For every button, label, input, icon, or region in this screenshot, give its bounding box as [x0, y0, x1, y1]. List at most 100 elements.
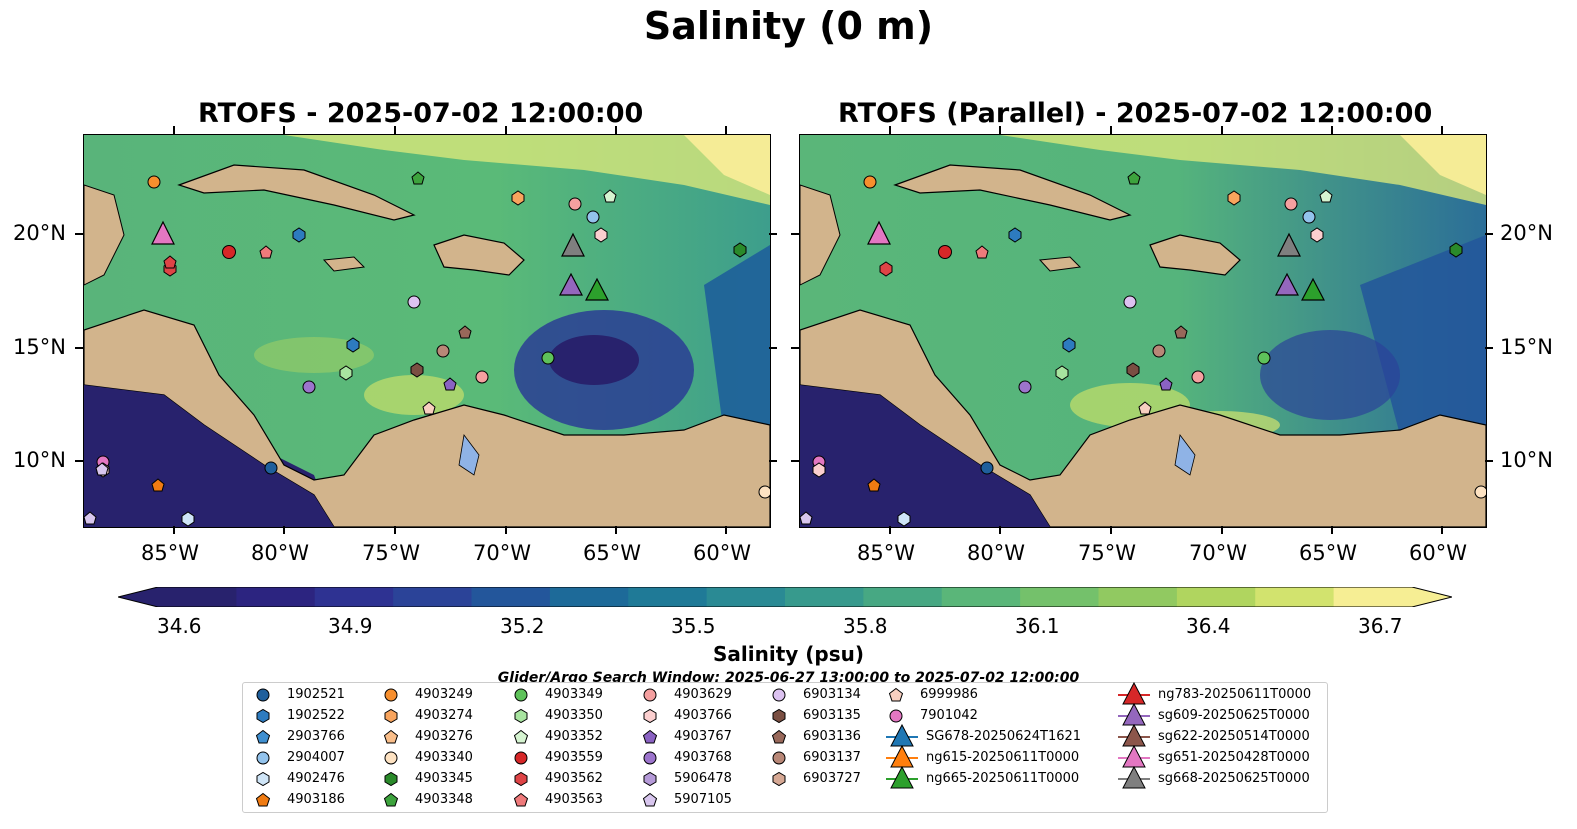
- legend-label: 4903274: [415, 708, 473, 723]
- legend-label: 6903136: [803, 729, 861, 744]
- lat-tick-label: 15°N: [1500, 335, 1553, 359]
- hexagon-marker-icon: [643, 771, 657, 787]
- lon-tick-label: 75°W: [362, 541, 420, 565]
- circle-marker-icon: [772, 751, 786, 765]
- circle-marker-icon: [256, 688, 270, 702]
- hexagon-marker-icon: [514, 771, 528, 787]
- legend-label: 6903727: [803, 771, 861, 786]
- legend-label: 4903276: [415, 729, 473, 744]
- legend-label: 4903249: [415, 687, 473, 702]
- pentagon-marker-icon: [888, 687, 904, 702]
- colorbar-tick-label: 34.9: [328, 614, 373, 638]
- legend-label: 6903134: [803, 687, 861, 702]
- lat-tick-label: 10°N: [1500, 448, 1553, 472]
- right-salinity-map: [799, 134, 1487, 528]
- colorbar-segment: [1020, 587, 1099, 607]
- pentagon-marker-icon: [771, 729, 787, 744]
- lat-tick-label: 10°N: [13, 448, 66, 472]
- lon-tick-label: 70°W: [473, 541, 531, 565]
- circle-marker-icon: [514, 751, 528, 765]
- lon-tick-label: 60°W: [1409, 541, 1467, 565]
- colorbar-extend-high: [1412, 587, 1452, 607]
- right-map-graphic: [800, 135, 1486, 527]
- lon-tick-label: 85°W: [857, 541, 915, 565]
- legend-label: 4903349: [545, 687, 603, 702]
- legend-label: 1902521: [287, 687, 345, 702]
- colorbar-segment: [158, 587, 237, 607]
- pentagon-marker-icon: [642, 729, 658, 744]
- colorbar-segment: [1098, 587, 1178, 607]
- colorbar-tick-label: 35.5: [671, 614, 716, 638]
- pentagon-marker-icon: [642, 792, 658, 807]
- colorbar-segment: [549, 587, 629, 607]
- legend-label: 2904007: [287, 750, 345, 765]
- legend-label: 4903348: [415, 792, 473, 807]
- legend-label: 4903563: [545, 792, 603, 807]
- left-map-graphic: [84, 135, 770, 527]
- left-salinity-map: [83, 134, 771, 528]
- legend-label: 4903767: [674, 729, 732, 744]
- legend-label: 2903766: [287, 729, 345, 744]
- legend-label: 4903350: [545, 708, 603, 723]
- colorbar-tick-label: 36.4: [1186, 614, 1231, 638]
- colorbar-segment: [314, 587, 394, 607]
- legend-label: 4903352: [545, 729, 603, 744]
- triangle-marker-icon: [886, 765, 918, 789]
- circle-marker-icon: [384, 751, 398, 765]
- legend-label: 4903629: [674, 687, 732, 702]
- legend-label: SG678-20250624T1621: [926, 729, 1082, 744]
- right-panel-title: RTOFS (Parallel) - 2025-07-02 12:00:00: [838, 98, 1433, 129]
- colorbar-tick-label: 36.7: [1358, 614, 1403, 638]
- pentagon-marker-icon: [513, 792, 529, 807]
- hexagon-marker-icon: [256, 771, 270, 787]
- lon-tick-label: 70°W: [1189, 541, 1247, 565]
- legend-label: sg651-20250428T0000: [1158, 750, 1310, 765]
- lat-tick-label: 15°N: [13, 335, 66, 359]
- colorbar-segment: [1333, 587, 1413, 607]
- legend-label: 4903562: [545, 771, 603, 786]
- circle-marker-icon: [514, 688, 528, 702]
- legend-label: 4903345: [415, 771, 473, 786]
- legend-label: 5907105: [674, 792, 732, 807]
- hexagon-marker-icon: [514, 708, 528, 724]
- colorbar-segment: [706, 587, 786, 607]
- legend-label: sg668-20250625T0000: [1158, 771, 1310, 786]
- legend-label: sg622-20250514T0000: [1158, 729, 1310, 744]
- legend-label: 4903186: [287, 792, 345, 807]
- colorbar-segment: [471, 587, 551, 607]
- colorbar-tick-label: 34.6: [157, 614, 202, 638]
- triangle-marker-icon: [1118, 765, 1150, 789]
- legend-label: 7901042: [920, 708, 978, 723]
- legend-label: 4903768: [674, 750, 732, 765]
- lon-tick-label: 75°W: [1078, 541, 1136, 565]
- legend-label: ng783-20250611T0000: [1158, 687, 1312, 702]
- salinity-colorbar: [118, 587, 1452, 607]
- hexagon-marker-icon: [384, 771, 398, 787]
- legend-label: 6903137: [803, 750, 861, 765]
- circle-marker-icon: [643, 751, 657, 765]
- colorbar-segment: [941, 587, 1021, 607]
- colorbar-segment: [1176, 587, 1256, 607]
- lon-tick-label: 60°W: [693, 541, 751, 565]
- colorbar-tick-label: 35.2: [500, 614, 545, 638]
- legend-label: 6999986: [920, 687, 978, 702]
- lat-tick-label: 20°N: [13, 221, 66, 245]
- lat-tick-label: 20°N: [1500, 221, 1553, 245]
- colorbar-segment: [1255, 587, 1335, 607]
- lon-tick-label: 80°W: [967, 541, 1025, 565]
- lon-tick-label: 65°W: [583, 541, 641, 565]
- legend-label: 4903340: [415, 750, 473, 765]
- legend-label: 4903766: [674, 708, 732, 723]
- circle-marker-icon: [384, 688, 398, 702]
- legend-label: 1902522: [287, 708, 345, 723]
- legend-label: ng615-20250611T0000: [926, 750, 1080, 765]
- hexagon-marker-icon: [643, 708, 657, 724]
- colorbar-segment: [393, 587, 472, 607]
- figure-title: Salinity (0 m): [643, 4, 934, 48]
- circle-marker-icon: [889, 709, 903, 723]
- legend: 1902521 1902522 2903766 2904007 4902476 49031…: [242, 681, 1328, 813]
- pentagon-marker-icon: [383, 792, 399, 807]
- colorbar-segment: [863, 587, 943, 607]
- circle-marker-icon: [643, 688, 657, 702]
